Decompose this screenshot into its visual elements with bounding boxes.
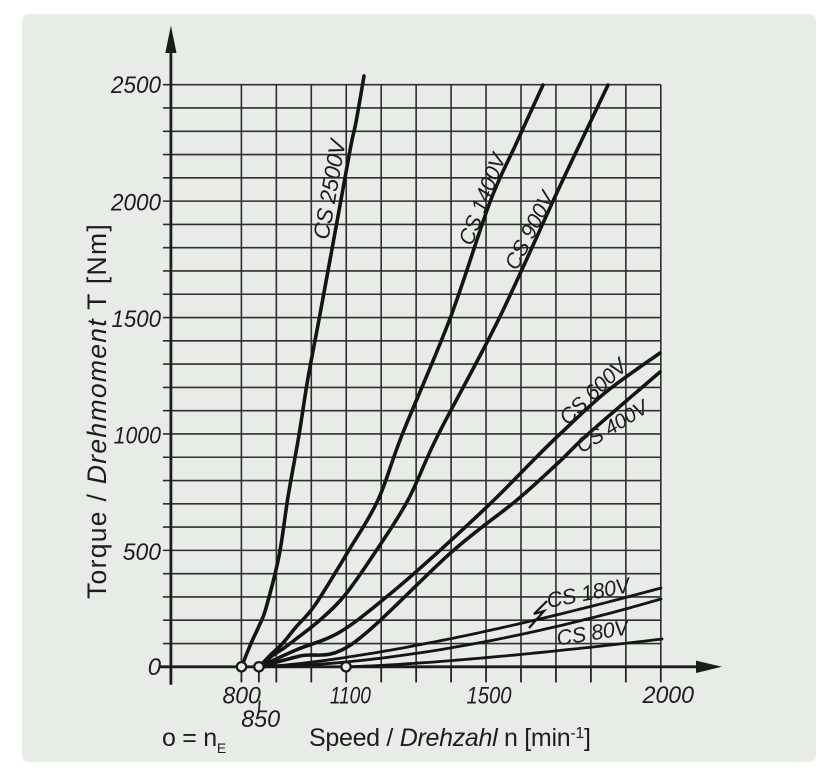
svg-text:1000: 1000 <box>114 423 162 450</box>
svg-text:CS 1400V: CS 1400V <box>454 148 512 249</box>
svg-text:1500: 1500 <box>112 306 162 333</box>
svg-text:1100: 1100 <box>330 683 372 710</box>
svg-text:o = nE: o = nE <box>162 724 226 756</box>
svg-text:Speed / Drehzahl n [min-1]: Speed / Drehzahl n [min-1] <box>309 724 591 752</box>
svg-text:Torque / Drehmoment T [Nm]: Torque / Drehmoment T [Nm] <box>82 223 112 599</box>
svg-text:2000: 2000 <box>110 189 161 216</box>
svg-text:0: 0 <box>148 654 162 681</box>
svg-text:1500: 1500 <box>467 683 513 710</box>
svg-text:500: 500 <box>123 539 162 566</box>
svg-text:800: 800 <box>222 683 261 710</box>
svg-text:850: 850 <box>241 706 281 733</box>
svg-text:2000: 2000 <box>642 682 695 709</box>
svg-text:2500: 2500 <box>110 72 161 99</box>
svg-text:CS 900V: CS 900V <box>500 185 561 273</box>
